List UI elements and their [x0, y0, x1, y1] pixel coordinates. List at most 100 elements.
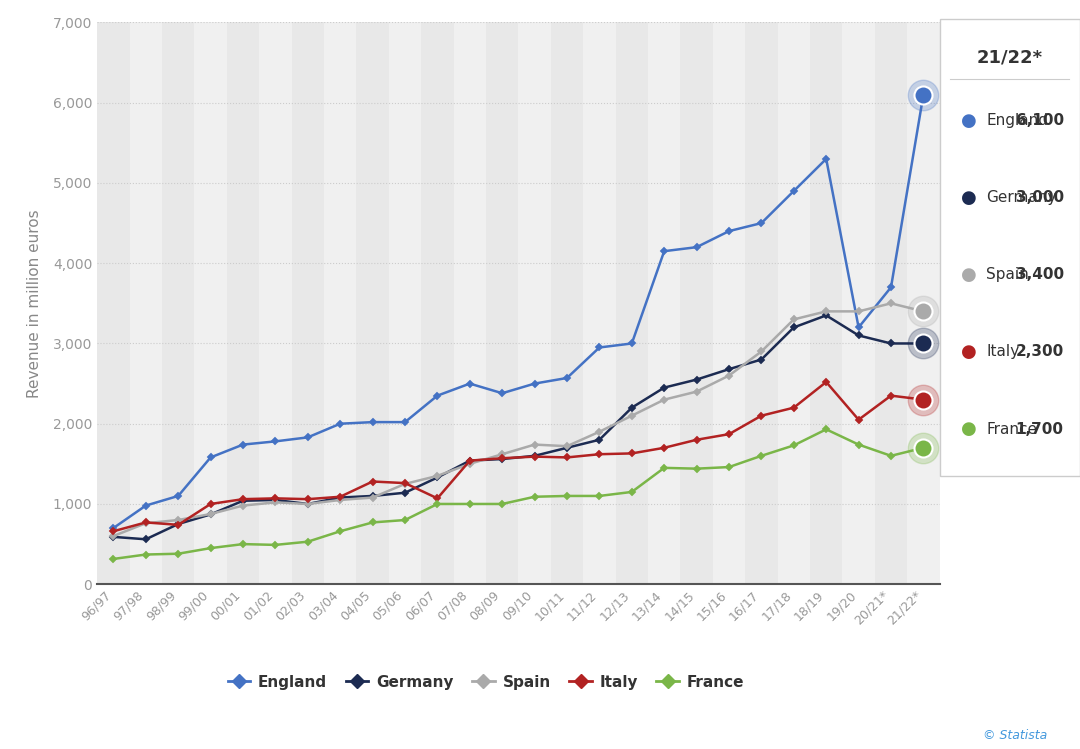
- France: [528, 492, 541, 501]
- England: [528, 379, 541, 388]
- England: [301, 433, 314, 442]
- England: [852, 323, 865, 332]
- England: [399, 418, 411, 427]
- France: [463, 500, 476, 509]
- Germany: [431, 473, 444, 482]
- Text: 1,700: 1,700: [1016, 422, 1064, 437]
- England: [917, 90, 930, 99]
- England: [690, 243, 703, 252]
- Germany: [852, 331, 865, 340]
- Italy: [852, 415, 865, 424]
- France: [593, 491, 606, 500]
- Italy: [107, 527, 120, 536]
- Text: 6,100: 6,100: [1015, 113, 1064, 128]
- Text: 2,300: 2,300: [1015, 345, 1064, 360]
- France: [820, 425, 833, 434]
- Text: England: England: [986, 113, 1048, 128]
- Spain: [528, 440, 541, 449]
- France: [237, 539, 249, 548]
- Italy: [237, 494, 249, 503]
- Text: ●: ●: [961, 343, 976, 361]
- Line: Spain: Spain: [110, 300, 927, 539]
- France: [723, 463, 735, 472]
- Italy: [885, 391, 897, 400]
- Bar: [259, 22, 292, 584]
- Italy: [755, 411, 768, 420]
- Bar: [907, 22, 940, 584]
- Italy: [334, 492, 347, 501]
- England: [496, 389, 509, 398]
- Text: 3,400: 3,400: [1015, 267, 1064, 282]
- Italy: [269, 494, 282, 503]
- Bar: [130, 22, 162, 584]
- Germany: [625, 403, 638, 412]
- Bar: [518, 22, 551, 584]
- Spain: [820, 307, 833, 316]
- Germany: [269, 496, 282, 505]
- Germany: [139, 535, 152, 544]
- Text: ●: ●: [961, 266, 976, 284]
- Text: © Statista: © Statista: [984, 729, 1048, 742]
- Line: Germany: Germany: [110, 312, 927, 542]
- Italy: [139, 518, 152, 527]
- Legend: England, Germany, Spain, Italy, France: England, Germany, Spain, Italy, France: [221, 669, 751, 697]
- England: [820, 154, 833, 163]
- Italy: [172, 521, 185, 530]
- Spain: [139, 519, 152, 528]
- Y-axis label: Revenue in million euros: Revenue in million euros: [27, 209, 42, 398]
- Text: 21/22*: 21/22*: [976, 49, 1043, 67]
- Bar: [194, 22, 227, 584]
- England: [334, 419, 347, 428]
- Spain: [366, 493, 379, 502]
- Germany: [755, 355, 768, 364]
- France: [561, 491, 573, 500]
- Spain: [107, 532, 120, 541]
- Germany: [399, 488, 411, 497]
- Italy: [917, 395, 930, 404]
- England: [625, 339, 638, 348]
- Spain: [204, 509, 217, 518]
- Germany: [366, 491, 379, 500]
- England: [366, 418, 379, 427]
- France: [625, 488, 638, 497]
- Germany: [561, 443, 573, 452]
- Italy: [463, 456, 476, 465]
- Bar: [778, 22, 810, 584]
- Germany: [172, 520, 185, 529]
- Germany: [334, 493, 347, 502]
- Text: France: France: [986, 422, 1037, 437]
- France: [917, 443, 930, 452]
- Text: Germany: Germany: [986, 190, 1056, 205]
- England: [561, 374, 573, 383]
- France: [172, 549, 185, 558]
- Bar: [842, 22, 875, 584]
- France: [366, 518, 379, 527]
- Spain: [755, 347, 768, 356]
- Italy: [528, 452, 541, 461]
- France: [885, 452, 897, 461]
- France: [431, 500, 444, 509]
- Spain: [496, 449, 509, 458]
- England: [723, 227, 735, 236]
- Spain: [852, 307, 865, 316]
- France: [107, 554, 120, 563]
- Italy: [625, 449, 638, 458]
- Germany: [204, 510, 217, 519]
- France: [301, 537, 314, 546]
- Spain: [658, 395, 671, 404]
- England: [172, 491, 185, 500]
- Spain: [301, 500, 314, 509]
- England: [463, 379, 476, 388]
- Text: Spain: Spain: [986, 267, 1029, 282]
- Spain: [723, 371, 735, 380]
- France: [139, 550, 152, 559]
- Spain: [885, 299, 897, 308]
- Germany: [301, 500, 314, 509]
- England: [269, 437, 282, 446]
- Text: 3,000: 3,000: [1015, 190, 1064, 205]
- France: [852, 440, 865, 449]
- Line: England: England: [110, 91, 927, 531]
- Italy: [431, 494, 444, 503]
- Germany: [820, 311, 833, 320]
- Line: France: France: [110, 426, 927, 562]
